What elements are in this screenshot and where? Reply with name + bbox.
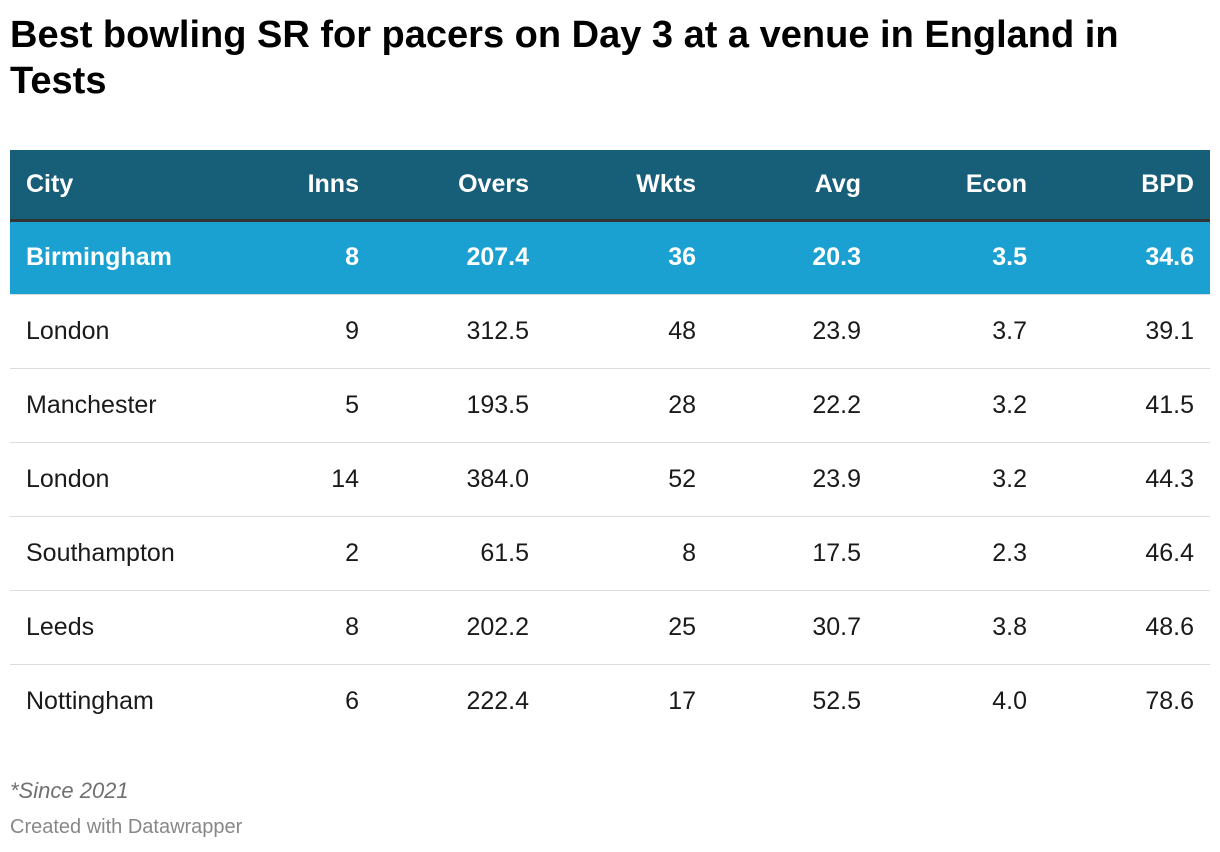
column-header: City [10, 150, 230, 222]
city-cell: Leeds [10, 590, 230, 665]
value-cell: 6 [345, 686, 359, 715]
table: City Inns Overs Wkts Avg Econ BPD Birmingham 8 2… [10, 150, 1210, 738]
value-cell: 384.0 [375, 442, 545, 517]
city-cell: Nottingham [26, 686, 154, 715]
credit: Created with Datawrapper [10, 816, 243, 838]
value-cell: 207.4 [375, 220, 545, 295]
value-cell: 23.9 [712, 294, 877, 369]
table-row: London 9 312.5 48 23.9 3.7 39.1 [10, 294, 1210, 369]
table-row: Manchester 5 193.5 28 22.2 3.2 41.5 [10, 368, 1210, 443]
value-cell: 20.3 [712, 220, 877, 295]
value-cell: 44.3 [1043, 442, 1210, 517]
value-cell: 48 [545, 294, 712, 369]
value-cell: 2.3 [877, 516, 1043, 591]
city-cell: Manchester [10, 368, 230, 443]
value-cell: 46.4 [1043, 516, 1210, 591]
column-header: Econ [877, 150, 1043, 222]
value-cell: 312.5 [375, 294, 545, 369]
value-cell: 36 [545, 220, 712, 295]
table-row: Leeds 8 202.2 25 30.7 3.8 48.6 [10, 590, 1210, 665]
value-cell: 52 [545, 442, 712, 517]
value-cell: 61.5 [375, 516, 545, 591]
city-cell: Birmingham [10, 220, 230, 295]
value-cell: 3.8 [877, 590, 1043, 665]
table-row: Nottingham 6 222.4 17 52.5 4.0 78.6 [10, 664, 1210, 738]
table-body: Birmingham 8 207.4 36 20.3 3.5 34.6 London 9 312.… [10, 220, 1210, 738]
table-row: London 14 384.0 52 23.9 3.2 44.3 [10, 442, 1210, 517]
column-header: Overs [375, 150, 545, 222]
value-cell: 30.7 [712, 590, 877, 665]
column-header: Wkts [545, 150, 712, 222]
value-cell: 22.2 [712, 368, 877, 443]
value-cell: 52.5 [812, 686, 861, 715]
value-cell: 41.5 [1043, 368, 1210, 443]
value-cell: 193.5 [375, 368, 545, 443]
value-cell: 4.0 [992, 686, 1027, 715]
column-header: Avg [712, 150, 877, 222]
city-cell: London [10, 294, 230, 369]
title: Best bowling SR for pacers on Day 3 at a… [10, 14, 1119, 102]
value-cell: 14 [230, 442, 375, 517]
value-cell: 78.6 [1145, 686, 1194, 715]
value-cell: 3.5 [877, 220, 1043, 295]
column-header: Inns [230, 150, 375, 222]
value-cell: 5 [230, 368, 375, 443]
city-cell: London [10, 442, 230, 517]
value-cell: 8 [545, 516, 712, 591]
table-row: Southampton 2 61.5 8 17.5 2.3 46.4 [10, 516, 1210, 591]
value-cell: 39.1 [1043, 294, 1210, 369]
value-cell: 48.6 [1043, 590, 1210, 665]
value-cell: 8 [230, 220, 375, 295]
footnote: *Since 2021 [10, 778, 129, 803]
value-cell: 2 [230, 516, 375, 591]
highlighted-row: Birmingham 8 207.4 36 20.3 3.5 34.6 [10, 220, 1210, 295]
value-cell: 3.2 [877, 368, 1043, 443]
table-header: City Inns Overs Wkts Avg Econ BPD [10, 150, 1210, 222]
column-header: BPD [1043, 150, 1210, 222]
value-cell: 25 [545, 590, 712, 665]
value-cell: 3.7 [877, 294, 1043, 369]
value-cell: 28 [545, 368, 712, 443]
value-cell: 222.4 [466, 686, 529, 715]
value-cell: 3.2 [877, 442, 1043, 517]
value-cell: 8 [230, 590, 375, 665]
value-cell: 17.5 [712, 516, 877, 591]
value-cell: 202.2 [375, 590, 545, 665]
value-cell: 23.9 [712, 442, 877, 517]
value-cell: 17 [668, 686, 696, 715]
value-cell: 34.6 [1043, 220, 1210, 295]
city-cell: Southampton [10, 516, 230, 591]
value-cell: 9 [230, 294, 375, 369]
header-row: City Inns Overs Wkts Avg Econ BPD [10, 150, 1210, 222]
